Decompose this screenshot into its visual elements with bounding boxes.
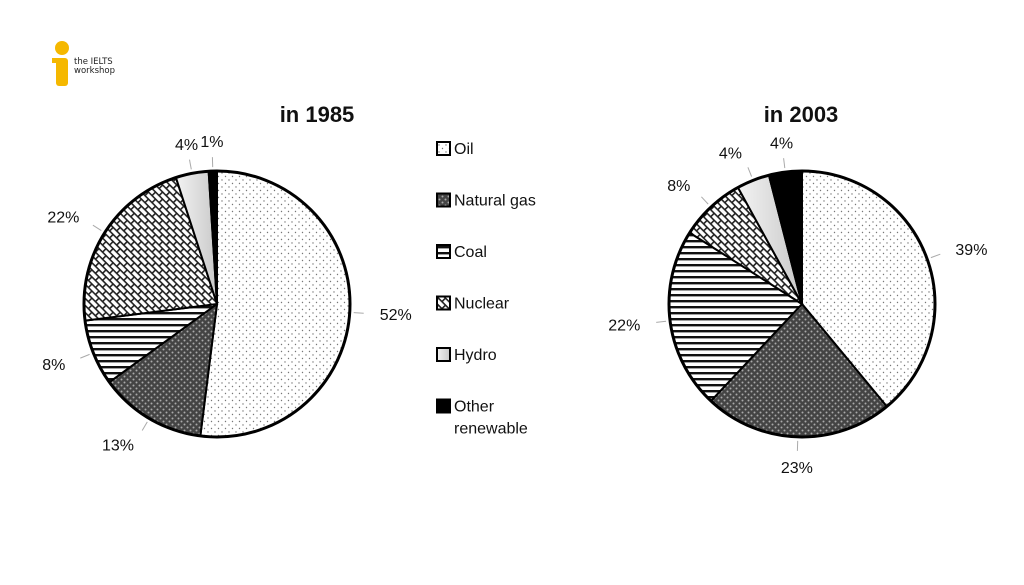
slice-label-coal: 8% bbox=[42, 357, 65, 374]
leader-line bbox=[92, 224, 102, 232]
slice-label-hydro: 4% bbox=[175, 137, 198, 154]
legend-swatch-hydro bbox=[436, 347, 451, 362]
legend-item-oil: Oil bbox=[436, 141, 474, 158]
logo-line1: the IELTS bbox=[74, 57, 113, 67]
chart-title: in 1985 bbox=[280, 102, 355, 127]
pie-outline bbox=[667, 169, 937, 439]
logo-text: the IELTS workshop bbox=[74, 58, 115, 76]
legend-item-coal: Coal bbox=[436, 244, 487, 261]
pie-outline bbox=[82, 169, 352, 439]
leader-line bbox=[656, 320, 667, 323]
legend-label-hydro: Hydro bbox=[454, 347, 497, 364]
legend-label-oil: Oil bbox=[454, 141, 474, 158]
slice-label-nuclear: 22% bbox=[47, 210, 79, 227]
leader-line bbox=[80, 353, 90, 359]
legend-swatch-other bbox=[436, 398, 451, 414]
legend-swatch-oil bbox=[436, 141, 451, 156]
leader-line bbox=[930, 253, 941, 259]
pie-chart-2: in 2003 39% 23% 22% 8% 4% 4% bbox=[608, 102, 987, 477]
legend-label-gas: Natural gas bbox=[454, 193, 536, 210]
legend-swatch-coal bbox=[436, 244, 451, 259]
slice-label-gas: 13% bbox=[102, 437, 134, 454]
legend: Oil Natural gas Coal Nuclear Hydro Other renew… bbox=[436, 141, 536, 438]
legend-item-hydro: Hydro bbox=[436, 347, 497, 364]
legend-item-gas: Natural gas bbox=[436, 192, 536, 210]
slice-label-other: 1% bbox=[200, 134, 223, 151]
legend-label-nuclear: Nuclear bbox=[454, 296, 510, 313]
logo-i-icon bbox=[52, 41, 69, 86]
leader-line bbox=[189, 159, 192, 170]
slice-label-other: 4% bbox=[770, 135, 793, 152]
leader-line bbox=[701, 196, 709, 205]
leader-line bbox=[783, 158, 786, 169]
legend-swatch-nuclear bbox=[436, 295, 451, 311]
pie-chart-1: in 1985 52% 13% 8% 22% 4% 1% bbox=[42, 102, 411, 454]
logo-line2: workshop bbox=[74, 66, 115, 76]
legend-item-other: Other renewable bbox=[436, 398, 528, 438]
legend-label-other: Other renewable bbox=[454, 399, 528, 438]
legend-swatch-gas bbox=[436, 192, 451, 208]
slice-label-coal: 22% bbox=[608, 317, 640, 334]
leader-line bbox=[353, 312, 364, 314]
slice-label-oil: 39% bbox=[955, 242, 987, 259]
slice-oil bbox=[199, 169, 352, 438]
leader-line bbox=[747, 167, 753, 177]
legend-label-coal: Coal bbox=[454, 244, 487, 261]
leader-line bbox=[141, 421, 148, 431]
slice-label-gas: 23% bbox=[781, 460, 813, 477]
slice-label-hydro: 4% bbox=[719, 145, 742, 162]
slice-label-nuclear: 8% bbox=[667, 178, 690, 195]
ielts-workshop-logo: the IELTS workshop bbox=[50, 40, 130, 88]
slice-label-oil: 52% bbox=[380, 307, 412, 324]
legend-item-nuclear: Nuclear bbox=[436, 295, 510, 313]
chart-title: in 2003 bbox=[764, 102, 839, 127]
